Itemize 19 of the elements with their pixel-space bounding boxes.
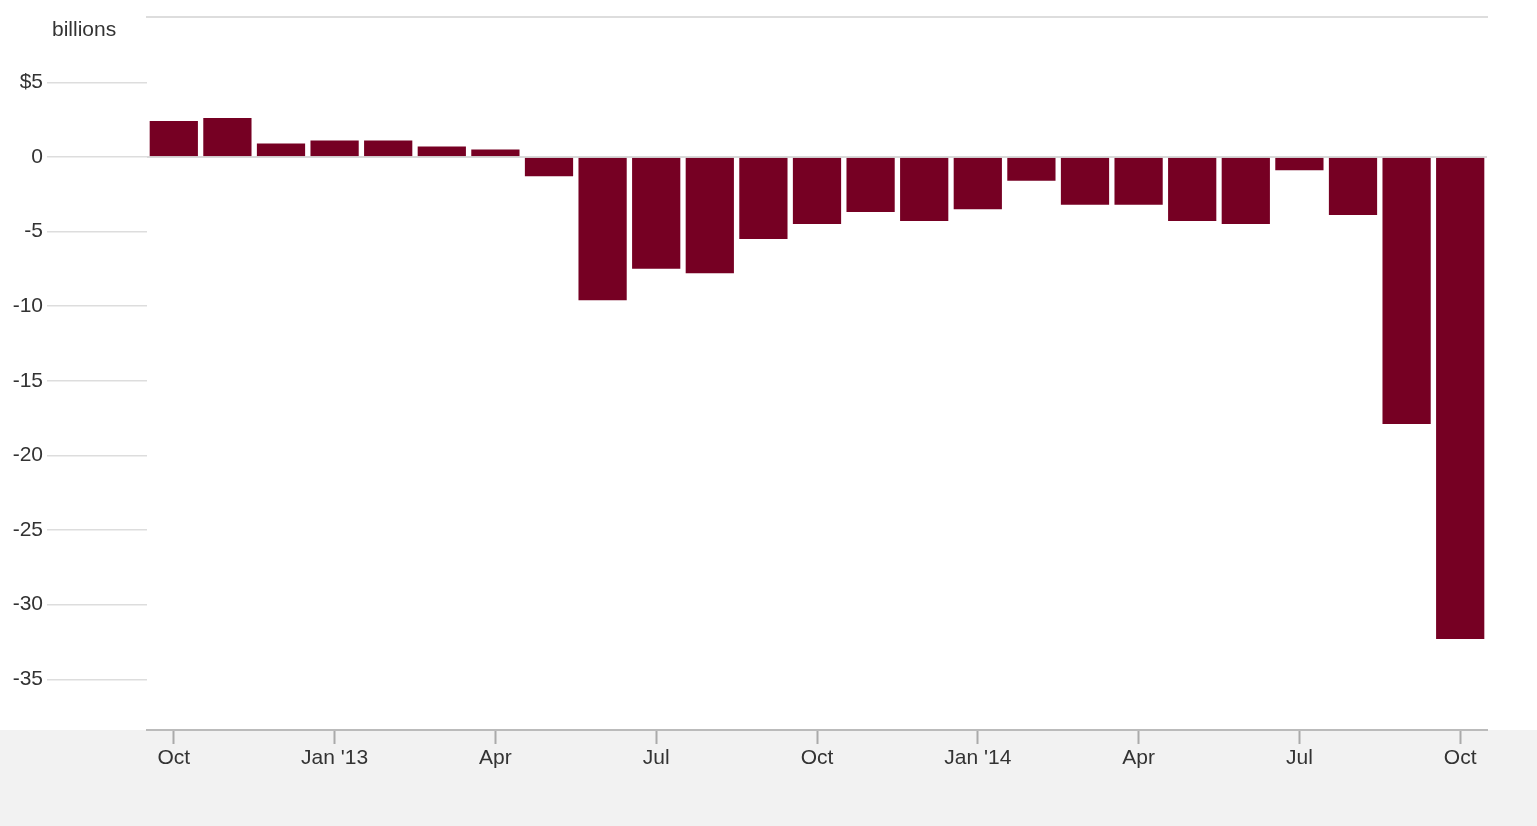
y-tick-label: -30 <box>12 591 43 615</box>
y-tick-label: -15 <box>12 367 43 391</box>
x-tick-label: Oct <box>800 745 834 769</box>
x-tick-label: Apr <box>1122 745 1155 769</box>
x-tick-label: Oct <box>157 745 191 769</box>
y-tick-label: -35 <box>12 666 43 690</box>
x-tick-label: Oct <box>1443 745 1477 769</box>
y-tick-label: $5 <box>19 69 43 93</box>
x-tick-label: Jan '13 <box>301 745 369 769</box>
y-tick-label: -25 <box>12 516 43 540</box>
y-tick-label: -5 <box>24 218 43 242</box>
x-tick-label: Jan '14 <box>944 745 1012 769</box>
y-tick-label: 0 <box>31 143 43 167</box>
y-tick-label: -20 <box>12 442 43 466</box>
x-tick-label: Apr <box>479 745 512 769</box>
y-axis-title: billions <box>52 16 117 40</box>
y-tick-label: -10 <box>12 292 43 316</box>
x-tick-label: Jul <box>1285 745 1313 769</box>
x-tick-label: Jul <box>642 745 670 769</box>
